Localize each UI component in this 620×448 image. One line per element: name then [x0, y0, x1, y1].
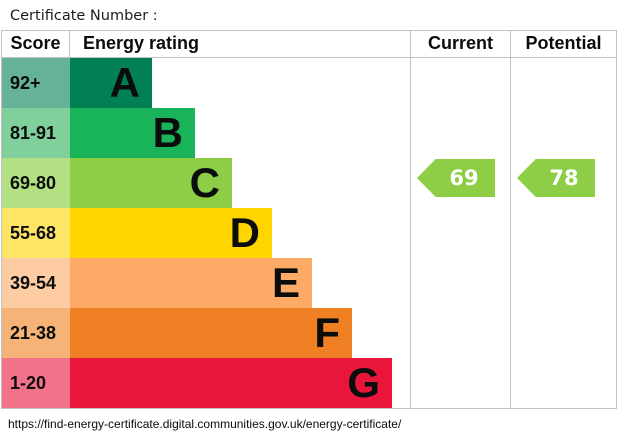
- band-bar-c: C: [70, 158, 232, 208]
- score-range-g: 1-20: [2, 358, 70, 408]
- band-bar-f: F: [70, 308, 352, 358]
- current-rating-column: 69: [410, 58, 510, 408]
- band-row-g: 1-20 G: [2, 358, 616, 408]
- certificate-number-label: Certificate Number :: [10, 8, 158, 24]
- current-rating-arrow: 69: [417, 159, 495, 197]
- band-rows: 92+ A 81-91 B 69-80 C 55-68 D 39-54 E 21-38 F 1-20 G: [2, 58, 616, 408]
- band-row-d: 55-68 D: [2, 208, 616, 258]
- table-header-row: Score Energy rating Current Potential: [2, 31, 616, 58]
- score-range-b: 81-91: [2, 108, 70, 158]
- band-row-f: 21-38 F: [2, 308, 616, 358]
- band-bar-g: G: [70, 358, 392, 408]
- band-bar-e: E: [70, 258, 312, 308]
- energy-rating-table: Score Energy rating Current Potential 92…: [1, 30, 617, 409]
- potential-rating-column: 78: [510, 58, 617, 408]
- score-range-e: 39-54: [2, 258, 70, 308]
- score-range-d: 55-68: [2, 208, 70, 258]
- rating-bands-area: 92+ A 81-91 B 69-80 C 55-68 D 39-54 E 21-38 F 1-20 G …: [2, 58, 616, 408]
- band-row-b: 81-91 B: [2, 108, 616, 158]
- band-bar-b: B: [70, 108, 195, 158]
- score-column-header: Score: [2, 31, 70, 57]
- band-row-c: 69-80 C: [2, 158, 616, 208]
- band-bar-a: A: [70, 58, 152, 108]
- band-row-e: 39-54 E: [2, 258, 616, 308]
- score-range-f: 21-38: [2, 308, 70, 358]
- band-row-a: 92+ A: [2, 58, 616, 108]
- score-range-c: 69-80: [2, 158, 70, 208]
- energy-rating-column-header: Energy rating: [83, 33, 200, 53]
- epc-rating-graphic: Certificate Number : Score Energy rating…: [0, 8, 620, 431]
- potential-rating-arrow: 78: [517, 159, 595, 197]
- footer-url: https://find-energy-certificate.digital.…: [8, 417, 402, 431]
- band-bar-d: D: [70, 208, 272, 258]
- current-column-header: Current: [410, 31, 510, 57]
- potential-column-header: Potential: [510, 31, 616, 57]
- score-range-a: 92+: [2, 58, 70, 108]
